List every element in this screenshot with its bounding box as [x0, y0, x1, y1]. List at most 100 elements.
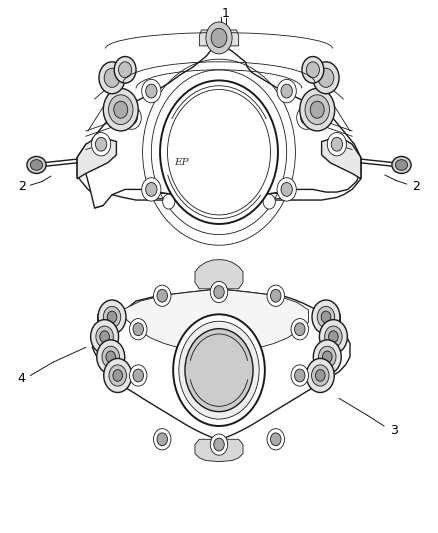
Text: 2: 2: [18, 180, 25, 193]
Polygon shape: [92, 289, 350, 439]
Circle shape: [327, 133, 346, 156]
Polygon shape: [199, 30, 239, 46]
Text: 2: 2: [413, 180, 420, 193]
Circle shape: [312, 300, 340, 334]
Circle shape: [315, 369, 325, 381]
Polygon shape: [77, 136, 361, 208]
Circle shape: [126, 111, 138, 125]
Circle shape: [281, 182, 292, 196]
Circle shape: [95, 138, 107, 151]
Text: EP: EP: [175, 158, 189, 167]
Circle shape: [160, 80, 278, 224]
Polygon shape: [77, 139, 117, 179]
Circle shape: [142, 79, 161, 103]
Circle shape: [157, 289, 167, 302]
Circle shape: [153, 429, 171, 450]
Circle shape: [103, 306, 121, 328]
Circle shape: [104, 68, 120, 87]
Circle shape: [214, 438, 224, 451]
Circle shape: [271, 289, 281, 302]
Circle shape: [162, 194, 175, 209]
Circle shape: [96, 326, 113, 348]
Circle shape: [104, 359, 132, 392]
Circle shape: [146, 84, 157, 98]
Circle shape: [237, 194, 249, 209]
Ellipse shape: [27, 157, 46, 173]
Circle shape: [328, 331, 338, 343]
Circle shape: [213, 194, 225, 209]
Circle shape: [153, 285, 171, 306]
Circle shape: [210, 281, 228, 303]
Circle shape: [109, 95, 133, 125]
Circle shape: [281, 84, 292, 98]
Ellipse shape: [30, 160, 42, 170]
Circle shape: [97, 340, 125, 374]
Text: 1: 1: [222, 7, 230, 20]
Polygon shape: [195, 439, 243, 462]
Circle shape: [113, 369, 123, 381]
Circle shape: [294, 369, 305, 382]
Circle shape: [179, 321, 259, 419]
Circle shape: [319, 320, 347, 354]
Circle shape: [103, 88, 138, 131]
Circle shape: [119, 62, 132, 78]
Circle shape: [294, 323, 305, 336]
Circle shape: [300, 88, 335, 131]
Circle shape: [291, 365, 308, 386]
Circle shape: [206, 22, 232, 54]
Circle shape: [91, 320, 119, 354]
Circle shape: [317, 306, 335, 328]
Circle shape: [173, 314, 265, 426]
Circle shape: [99, 62, 125, 94]
Circle shape: [130, 365, 147, 386]
Circle shape: [167, 90, 271, 215]
Circle shape: [321, 311, 331, 323]
Circle shape: [100, 331, 110, 343]
Circle shape: [267, 429, 285, 450]
Circle shape: [133, 369, 144, 382]
Circle shape: [271, 433, 281, 446]
Ellipse shape: [396, 160, 408, 170]
Circle shape: [277, 79, 296, 103]
Circle shape: [331, 138, 343, 151]
Circle shape: [114, 56, 136, 83]
Text: 4: 4: [18, 372, 25, 385]
Circle shape: [277, 177, 296, 201]
Circle shape: [306, 359, 334, 392]
Circle shape: [189, 194, 201, 209]
Circle shape: [318, 68, 334, 87]
Circle shape: [210, 434, 228, 455]
Circle shape: [98, 300, 126, 334]
Polygon shape: [195, 260, 243, 289]
Circle shape: [114, 101, 128, 118]
Circle shape: [313, 62, 339, 94]
Circle shape: [157, 433, 167, 446]
Polygon shape: [122, 289, 308, 354]
Circle shape: [142, 177, 161, 201]
Circle shape: [122, 106, 141, 130]
Circle shape: [211, 28, 227, 47]
Circle shape: [267, 285, 285, 306]
Polygon shape: [321, 139, 361, 179]
Circle shape: [291, 319, 308, 340]
Circle shape: [173, 96, 265, 208]
Circle shape: [302, 56, 324, 83]
Circle shape: [107, 311, 117, 323]
Circle shape: [106, 351, 116, 363]
Circle shape: [92, 133, 111, 156]
Circle shape: [310, 101, 324, 118]
Circle shape: [313, 340, 341, 374]
Circle shape: [185, 329, 253, 411]
Ellipse shape: [392, 157, 411, 173]
Circle shape: [305, 95, 329, 125]
Circle shape: [318, 346, 336, 368]
Polygon shape: [86, 46, 361, 208]
Circle shape: [322, 351, 332, 363]
Circle shape: [146, 182, 157, 196]
Circle shape: [102, 346, 120, 368]
Circle shape: [214, 286, 224, 298]
Text: 3: 3: [390, 424, 398, 437]
Circle shape: [325, 326, 342, 348]
Circle shape: [300, 111, 312, 125]
Circle shape: [109, 365, 127, 386]
